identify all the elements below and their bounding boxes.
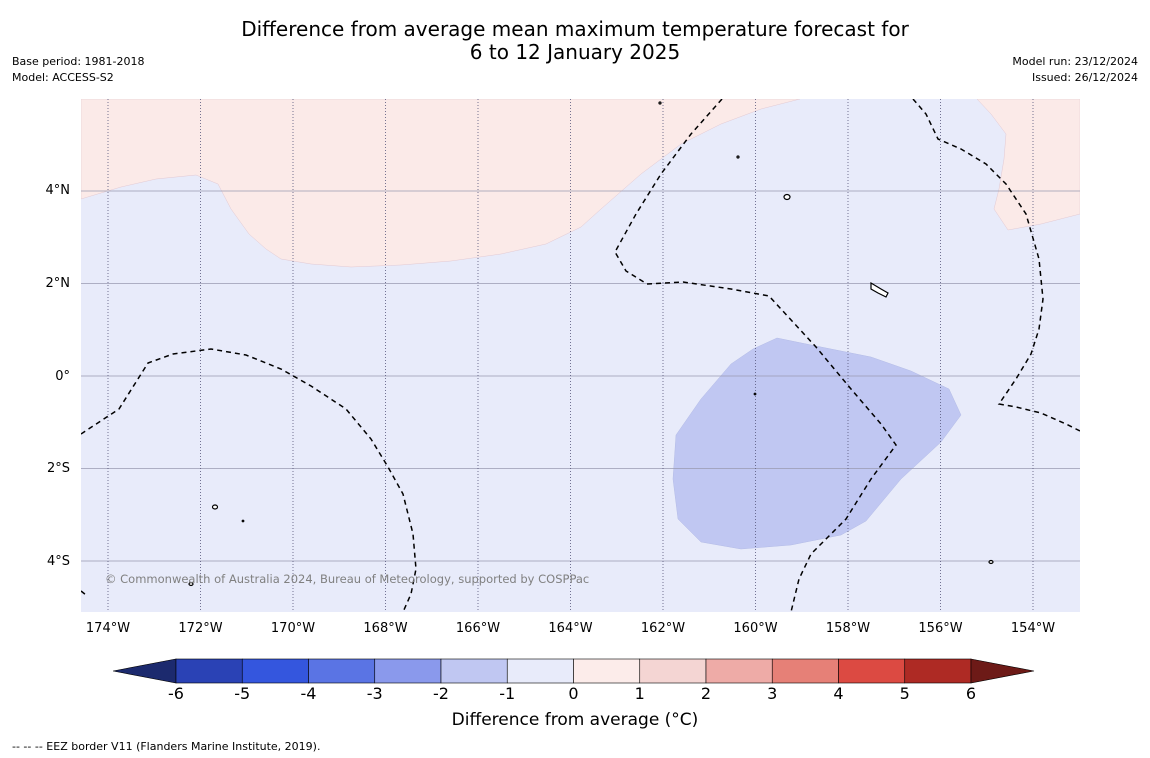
- lon-label-162w: 162°W: [640, 621, 686, 636]
- model-name: Model: ACCESS-S2: [12, 71, 114, 84]
- forecast-map: [81, 99, 1080, 612]
- base-period: Base period: 1981-2018: [12, 55, 145, 68]
- colorbar-cell: [771, 658, 839, 684]
- colorbar-tick-label: -2: [433, 684, 449, 703]
- lat-label-4n: 4°N: [45, 183, 71, 198]
- colorbar-cell: [308, 658, 376, 684]
- colorbar-tick-label: 4: [833, 684, 844, 703]
- meta-right: Model run: 23/12/2024 Issued: 26/12/2024: [1012, 54, 1138, 86]
- colorbar-tick-label: 6: [965, 684, 977, 703]
- colorbar-tick-label: -5: [234, 684, 251, 703]
- eez-border-east: [912, 99, 1080, 432]
- title-line-2: 6 to 12 January 2025: [469, 40, 681, 64]
- lat-label-4s: 4°S: [46, 554, 70, 569]
- lat-label-2s: 2°S: [46, 461, 70, 476]
- lon-label-160w: 160°W: [733, 621, 778, 636]
- islands: [188, 101, 994, 587]
- eez-border-north: [614, 99, 897, 612]
- colorbar-tick-label: -4: [300, 684, 317, 703]
- meta-left: Base period: 1981-2018 Model: ACCESS-S2: [12, 54, 144, 86]
- colorbar-extend-min: [113, 658, 177, 684]
- colorbar-cell: [838, 658, 906, 684]
- island-small-4: [658, 101, 662, 105]
- colorbar-tick-label: -1: [499, 684, 516, 703]
- colorbar-cell: [506, 658, 574, 684]
- colorbar-tick-label: -6: [168, 684, 184, 703]
- colorbar-cell: [175, 658, 243, 684]
- lon-label-166w: 166°W: [455, 621, 501, 636]
- lon-label-168w: 168°W: [363, 621, 408, 636]
- colorbar-tick-label: 1: [634, 684, 645, 703]
- title-line-1: Difference from average mean maximum tem…: [241, 17, 909, 41]
- cool-anomaly-region: [672, 337, 962, 550]
- colorbar-title: Difference from average (°C): [451, 710, 699, 730]
- lon-label-158w: 158°W: [825, 621, 871, 636]
- lon-label-154w: 154°W: [1010, 621, 1056, 636]
- colorbar-cell: [904, 658, 972, 684]
- colorbar-cell: [440, 658, 508, 684]
- lon-label-164w: 164°W: [548, 621, 593, 636]
- model-run: Model run: 23/12/2024: [1012, 55, 1138, 68]
- copyright-notice: © Commonwealth of Australia 2024, Bureau…: [105, 572, 590, 586]
- colorbar-extend-max: [970, 658, 1035, 684]
- island-small-1: [211, 504, 219, 510]
- colorbar-tick-label: 2: [700, 684, 712, 703]
- colorbar-tick-label: 3: [767, 684, 778, 703]
- island-small-7: [753, 392, 757, 396]
- colorbar-tick-label: -3: [366, 684, 383, 703]
- lat-label-0: 0°: [55, 369, 70, 384]
- island-small-5: [736, 155, 740, 159]
- colorbar-tick-label: 0: [568, 684, 579, 703]
- lat-label-2n: 2°N: [45, 276, 71, 291]
- eez-border-southwest-fragment: [81, 590, 87, 596]
- colorbar-cell: [705, 658, 773, 684]
- colorbar: [113, 658, 1035, 684]
- island-small-3: [988, 559, 994, 565]
- lon-label-156w: 156°W: [918, 621, 963, 636]
- island-small-6: [241, 519, 245, 523]
- issued-date: Issued: 26/12/2024: [1031, 71, 1138, 84]
- latitude-lines: [81, 190, 1080, 562]
- lon-label-172w: 172°W: [178, 621, 223, 636]
- lon-label-170w: 170°W: [270, 621, 316, 636]
- island-jarvis: [870, 281, 889, 298]
- colorbar-tick-label: 5: [899, 684, 910, 703]
- colorbar-cell: [241, 658, 309, 684]
- map-title: Difference from average mean maximum tem…: [0, 18, 1150, 64]
- eez-borders: [81, 99, 1080, 612]
- warm-anomaly-region-northeast: [976, 99, 1080, 231]
- island-small-2: [188, 581, 194, 587]
- eez-footnote: -- -- -- EEZ border V11 (Flanders Marine…: [12, 740, 321, 753]
- island-baker: [783, 193, 791, 201]
- colorbar-cell: [639, 658, 707, 684]
- colorbar-cell: [573, 658, 641, 684]
- lon-label-174w: 174°W: [85, 621, 131, 636]
- warm-anomaly-region-north: [81, 99, 801, 268]
- graticule: [81, 99, 1080, 612]
- colorbar-cell: [374, 658, 442, 684]
